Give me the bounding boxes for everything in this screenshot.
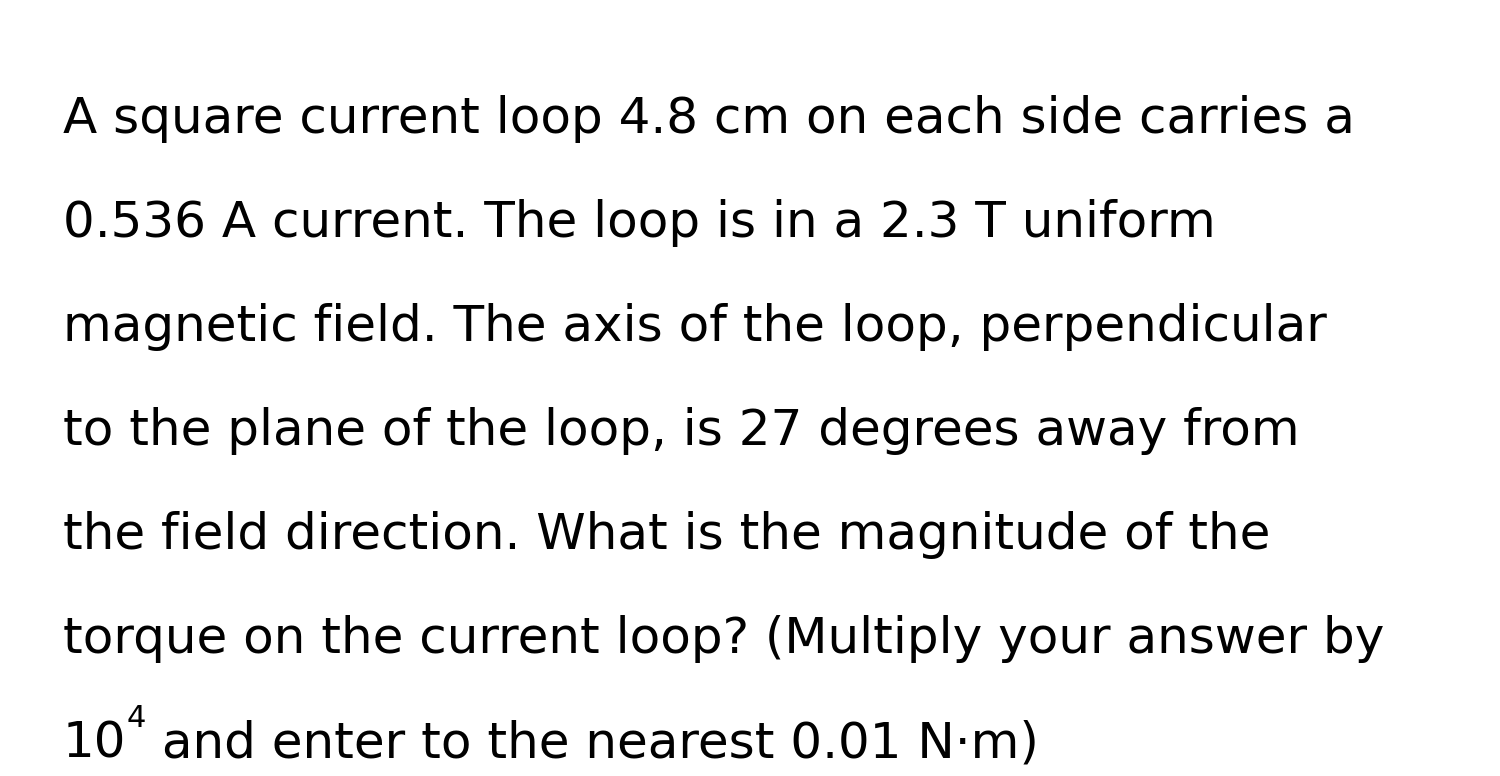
Text: A square current loop 4.8 cm on each side carries a: A square current loop 4.8 cm on each sid… [63,95,1354,143]
Text: 10: 10 [63,719,126,767]
Text: magnetic field. The axis of the loop, perpendicular: magnetic field. The axis of the loop, pe… [63,303,1328,351]
Text: torque on the current loop? (Multiply your answer by: torque on the current loop? (Multiply yo… [63,615,1384,663]
Text: and enter to the nearest 0.01 N·m): and enter to the nearest 0.01 N·m) [146,719,1038,767]
Text: to the plane of the loop, is 27 degrees away from: to the plane of the loop, is 27 degrees … [63,407,1299,455]
Text: 0.536 A current. The loop is in a 2.3 T uniform: 0.536 A current. The loop is in a 2.3 T … [63,199,1215,247]
Text: the field direction. What is the magnitude of the: the field direction. What is the magnitu… [63,511,1270,559]
Text: 4: 4 [126,704,146,733]
